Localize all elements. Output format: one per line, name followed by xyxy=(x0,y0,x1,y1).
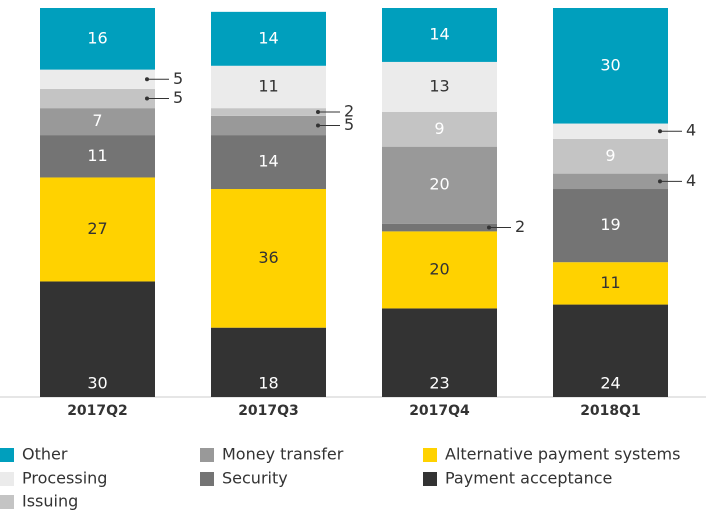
bar-segment xyxy=(382,61,497,112)
data-label: 19 xyxy=(600,215,620,234)
data-label: 4 xyxy=(686,121,696,140)
legend-swatch xyxy=(200,448,214,462)
bar-segment xyxy=(553,123,668,139)
bar-segment xyxy=(211,11,326,66)
legend-swatch xyxy=(0,495,14,509)
bar-segment xyxy=(211,189,326,328)
x-tick-label: 2017Q4 xyxy=(409,403,470,419)
data-label: 14 xyxy=(429,24,449,43)
bar-segment xyxy=(382,8,497,62)
data-label: 18 xyxy=(258,374,278,393)
bar-segment xyxy=(382,111,497,147)
data-label: 2 xyxy=(344,101,354,120)
data-label: 9 xyxy=(434,119,444,138)
data-label: 2 xyxy=(515,217,525,236)
bar-segment xyxy=(553,8,668,124)
bar-segment xyxy=(40,88,155,109)
data-label: 5 xyxy=(344,115,354,134)
bar-segment xyxy=(40,135,155,178)
data-label: 23 xyxy=(429,374,449,393)
bar-segment xyxy=(211,135,326,190)
legend-swatch xyxy=(423,472,437,486)
legend-label: Alternative payment systems xyxy=(445,445,680,464)
x-tick-label: 2018Q1 xyxy=(580,403,641,419)
x-tick-label: 2017Q2 xyxy=(67,403,128,419)
callout-dot xyxy=(145,77,149,82)
legend-label: Processing xyxy=(22,469,107,488)
legend-swatch xyxy=(0,448,14,462)
legend-label: Payment acceptance xyxy=(445,469,612,488)
legend-label: Security xyxy=(222,469,288,488)
bar-segment xyxy=(211,327,326,397)
callout-dot xyxy=(145,96,149,101)
legend-label: Money transfer xyxy=(222,445,344,464)
bar-segment xyxy=(40,8,155,70)
data-label: 11 xyxy=(600,273,620,292)
callout-dot xyxy=(316,123,320,128)
data-label: 16 xyxy=(87,28,107,47)
callout-dot xyxy=(658,129,662,134)
legend-swatch xyxy=(423,448,437,462)
x-tick-label: 2017Q3 xyxy=(238,403,299,419)
data-label: 20 xyxy=(429,175,449,194)
bar-segment xyxy=(40,108,155,136)
legend-swatch xyxy=(0,472,14,486)
data-label: 11 xyxy=(258,76,278,95)
bar-segment xyxy=(553,189,668,263)
legend-swatch xyxy=(200,472,214,486)
callout-dot xyxy=(316,109,320,114)
bar-segment xyxy=(211,108,326,116)
bar-segment xyxy=(553,262,668,305)
bar-segment xyxy=(382,146,497,224)
bar-segment xyxy=(382,231,497,309)
data-label: 5 xyxy=(173,69,183,88)
bar-segment xyxy=(382,308,497,397)
callout-dot xyxy=(487,225,491,230)
data-label: 4 xyxy=(686,171,696,190)
bar-segment xyxy=(553,173,668,190)
bar-segment xyxy=(40,281,155,397)
data-label: 13 xyxy=(429,76,449,95)
bar-segment xyxy=(40,177,155,282)
bar-segment xyxy=(40,69,155,89)
data-label: 30 xyxy=(600,55,620,74)
legend-label: Issuing xyxy=(22,492,78,511)
data-label: 14 xyxy=(258,28,278,47)
data-label: 11 xyxy=(87,146,107,165)
data-label: 7 xyxy=(92,111,102,130)
bar-segment xyxy=(211,65,326,109)
bar-segment xyxy=(382,223,497,232)
bar-segment xyxy=(553,304,668,397)
legend-label: Other xyxy=(22,445,68,464)
bar-segment xyxy=(211,115,326,136)
data-label: 36 xyxy=(258,248,278,267)
data-label: 9 xyxy=(605,146,615,165)
callout-dot xyxy=(658,179,662,184)
bar-segment xyxy=(553,138,668,174)
data-label: 30 xyxy=(87,374,107,393)
data-label: 27 xyxy=(87,219,107,238)
data-label: 20 xyxy=(429,259,449,278)
data-label: 24 xyxy=(600,374,620,393)
data-label: 5 xyxy=(173,88,183,107)
data-label: 14 xyxy=(258,152,278,171)
